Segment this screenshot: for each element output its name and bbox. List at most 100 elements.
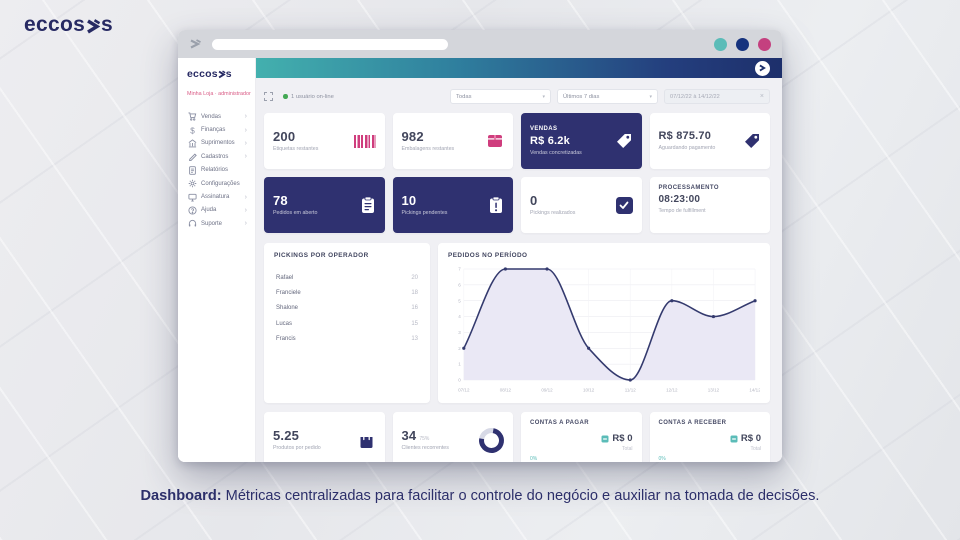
- svg-text:5: 5: [458, 298, 461, 303]
- browser-address-bar[interactable]: [212, 38, 448, 50]
- stat-cards-row1: 200 Etiquetas restantes 982 Embalagens r…: [264, 113, 770, 169]
- svg-text:2: 2: [458, 346, 461, 351]
- window-dot-navy[interactable]: [736, 37, 749, 51]
- orders-area-chart: 0 1 2 3 4 5 6 7 07/12 08/12 09/12 10/12 11/12 12/12 13…: [458, 267, 760, 393]
- pencil-icon: [187, 152, 197, 162]
- sidebar-item-suporte[interactable]: Suporte ›: [187, 217, 249, 230]
- app-header: [256, 58, 782, 78]
- stat-value: 0: [530, 192, 538, 208]
- sidebar-item-label: Assinatura: [201, 194, 230, 201]
- stat-label: Tempo de fulfillment: [658, 208, 706, 214]
- operator-name: Francis: [276, 336, 296, 343]
- sidebar-item-ajuda[interactable]: Ajuda ›: [187, 204, 249, 217]
- sidebar-item-vendas[interactable]: Vendas ›: [187, 110, 249, 123]
- app-frame: eccos s Minha Loja · administrador Venda…: [178, 58, 782, 462]
- sidebar-item-label: Ajuda: [201, 207, 217, 214]
- pedidos-no-periodo-panel: PEDIDOS NO PERÍODO 0 1 2 3 4 5 6 7 07/12 08/12 09/…: [438, 243, 770, 403]
- stat-value: 08:23:00: [658, 193, 701, 205]
- sidebar-logo-prefix: eccos: [187, 68, 218, 80]
- stat-percent-badge: 0%: [658, 456, 666, 462]
- operator-value: 15: [411, 320, 418, 327]
- svg-text:10/12: 10/12: [583, 387, 595, 392]
- stat-percent: 75%: [419, 435, 430, 442]
- header-arrow-button[interactable]: [755, 60, 770, 76]
- svg-text:3: 3: [458, 330, 461, 335]
- card-embalagens-restantes: 982 Embalagens restantes: [392, 113, 513, 169]
- chevron-right-icon: ›: [244, 206, 247, 214]
- chevron-right-icon: ›: [244, 220, 247, 228]
- tag-icon: [745, 134, 759, 148]
- sidebar-logo-suffix: s: [225, 68, 232, 80]
- operator-value: 18: [411, 290, 418, 297]
- sidebar-item-cadastros[interactable]: Cadastros ›: [187, 150, 249, 163]
- svg-text:$: $: [190, 126, 195, 135]
- stat-label: Embalagens restantes: [401, 146, 455, 153]
- stat-kicker: CONTAS A RECEBER: [658, 420, 727, 426]
- stat-total-label: Total: [621, 446, 633, 452]
- sidebar-item-relatorios[interactable]: Relatórios: [187, 164, 249, 177]
- chevron-right-icon: ›: [244, 126, 247, 134]
- svg-text:4: 4: [458, 314, 461, 319]
- stat-cards-row3: 5.25 Produtos por pedido 34: [264, 412, 770, 462]
- online-status: 1 usuário on-line: [283, 94, 334, 100]
- svg-text:6: 6: [458, 282, 461, 287]
- picking-row: Rafael 20: [274, 270, 420, 285]
- sidebar-item-label: Vendas: [201, 113, 222, 120]
- stat-value: 10: [401, 192, 417, 208]
- caption: Dashboard: Métricas centralizadas para f…: [0, 488, 960, 504]
- window-dot-pink[interactable]: [758, 37, 771, 51]
- filter-bar: 1 usuário on-line Todas ▾ Últimos 7 dias…: [264, 88, 770, 105]
- card-etiquetas-restantes: 200 Etiquetas restantes: [264, 113, 385, 169]
- sidebar-item-assinatura[interactable]: Assinatura ›: [187, 190, 249, 203]
- shopping-bag-icon: [360, 433, 372, 448]
- svg-text:08/12: 08/12: [500, 387, 512, 392]
- card-clientes-recorrentes: 34 75% Clientes recorrentes: [392, 412, 513, 462]
- sidebar-item-label: Configurações: [201, 180, 240, 187]
- svg-text:07/12: 07/12: [458, 387, 470, 392]
- store-filter-value: Todas: [456, 93, 472, 100]
- gear-icon: [187, 179, 197, 189]
- stat-value: 34: [401, 427, 417, 443]
- sidebar-item-configuracoes[interactable]: Configurações: [187, 177, 249, 190]
- card-vendas: VENDAS R$ 6.2k Vendas concretizadas: [521, 113, 642, 169]
- card-contas-a-receber: CONTAS A RECEBER R$ 0 Total 0%: [649, 412, 770, 462]
- account-label[interactable]: Minha Loja · administrador: [187, 91, 251, 97]
- stat-label: Aguardando pagamento: [658, 145, 716, 152]
- expand-icon[interactable]: [264, 92, 273, 101]
- period-filter-select[interactable]: Últimos 7 dias ▾: [557, 89, 658, 104]
- stat-kicker: VENDAS: [530, 126, 558, 132]
- operator-name: Shalone: [276, 305, 299, 312]
- sidebar-logo-arrow-icon: [218, 70, 226, 78]
- dashboard-content: 1 usuário on-line Todas ▾ Últimos 7 dias…: [256, 78, 782, 462]
- svg-text:12/12: 12/12: [666, 387, 678, 392]
- operator-name: Lucas: [276, 320, 293, 327]
- clear-date-icon[interactable]: ×: [759, 93, 764, 100]
- picking-row: Franciele 18: [274, 285, 420, 300]
- sidebar-item-financas[interactable]: $ Finanças ›: [187, 123, 249, 136]
- building-icon: [187, 138, 197, 148]
- stat-kicker: CONTAS A PAGAR: [530, 420, 589, 426]
- dollar-icon: $: [187, 125, 197, 135]
- card-pickings-realizados: 0 Pickings realizados: [521, 177, 642, 233]
- panels-row: PICKINGS POR OPERADOR Rafael 20 Franciele 1…: [264, 243, 770, 403]
- sidebar-item-suprimentos[interactable]: Suprimentos ›: [187, 137, 249, 150]
- chevron-right-icon: ›: [244, 153, 247, 161]
- operator-value: 20: [411, 274, 418, 281]
- stat-label: Produtos por pedido: [273, 445, 321, 452]
- stat-kicker: PROCESSAMENTO: [658, 185, 719, 191]
- package-icon: [488, 135, 502, 147]
- cart-icon: [187, 112, 197, 122]
- picking-row: Shalone 16: [274, 301, 420, 316]
- stat-value: R$ 875.70: [658, 129, 712, 142]
- sidebar-logo: eccos s: [187, 68, 249, 80]
- stat-value: 200: [273, 128, 296, 144]
- window-dot-teal[interactable]: [714, 37, 727, 51]
- headset-icon: [187, 219, 197, 229]
- store-filter-select[interactable]: Todas ▾: [450, 89, 551, 104]
- date-range-input[interactable]: 07/12/22 à 14/12/22 ×: [664, 89, 770, 104]
- card-aguardando-pagamento: R$ 875.70 Aguardando pagamento: [649, 113, 770, 169]
- tag-icon: [616, 134, 631, 148]
- chevron-right-icon: ›: [244, 193, 247, 201]
- sidebar-item-label: Suporte: [201, 220, 223, 227]
- eccosys-logo: eccos s: [24, 13, 113, 37]
